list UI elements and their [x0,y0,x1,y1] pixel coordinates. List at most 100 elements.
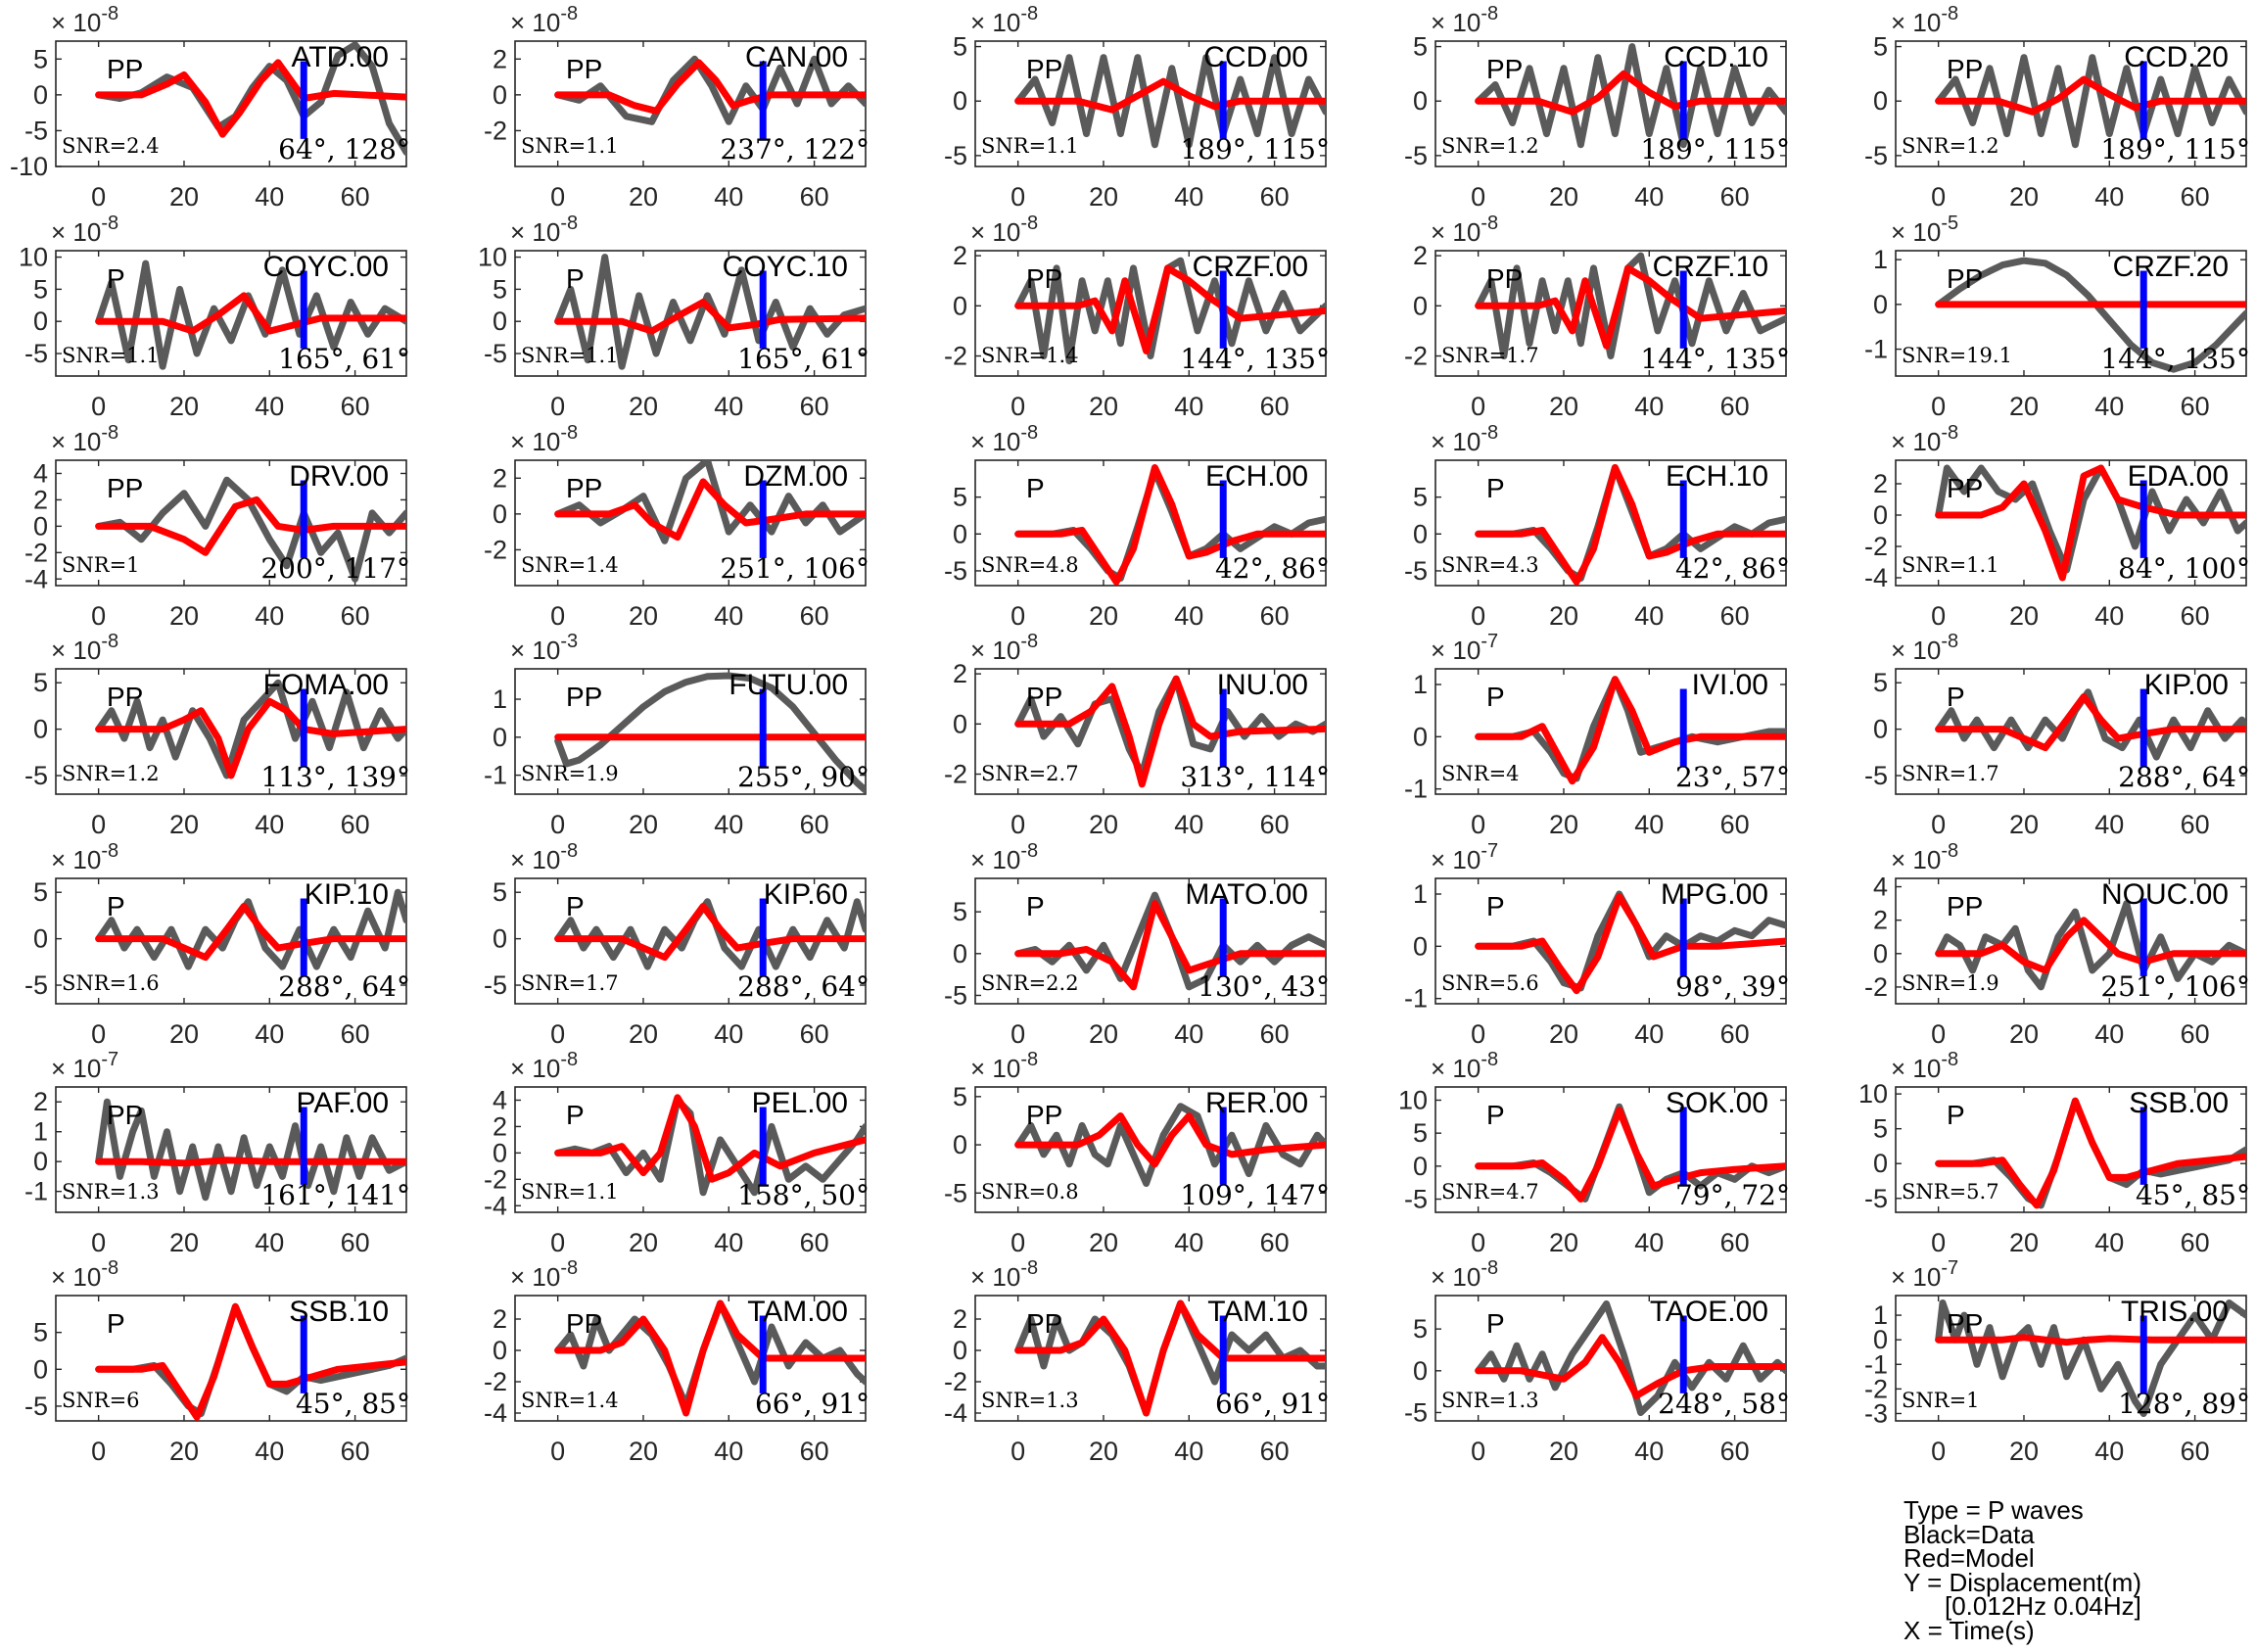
legend-model-color: Red=Model [1904,1543,2035,1573]
data-trace [1475,1300,1786,1416]
phase-label: PP [566,54,602,84]
x-tick-label: 20 [629,1228,658,1257]
x-tick-label: 20 [1089,601,1118,631]
y-tick-label: -5 [944,980,967,1010]
phase-label: PP [1026,54,1062,84]
x-tick-label: 20 [2009,1228,2039,1257]
station-label: PAF.00 [297,1087,390,1119]
x-tick-label: 0 [1931,601,1946,631]
x-tick-label: 20 [1089,182,1118,212]
axes-frame [1895,250,2247,377]
y-tick-label: -5 [24,339,48,368]
panel-ivi-00: 0 20 40 60 1 0 -1 × 10-7 P IVI.00 SNR=4 23°, 57° [1404,631,1790,839]
panel-ech-10: 0 20 40 60 5 0 -5 × 10-8 P ECH.10 SNR=4.3 42°, 86° [1404,422,1790,631]
x-tick-label: 20 [629,182,658,212]
y-tick-label: -1 [484,761,507,790]
station-label: TRIS.00 [2121,1296,2229,1328]
x-tick-label: 60 [2181,392,2210,421]
y-scale-exponent: × 10-8 [970,1257,1038,1292]
model-trace [1475,1107,1786,1203]
y-tick-label: -4 [484,1398,507,1428]
station-label: SOK.00 [1666,1087,1768,1119]
y-tick-label: 0 [33,924,48,954]
station-label: COYC.10 [723,251,848,283]
station-label: CRZF.00 [1193,251,1308,283]
model-trace [95,292,406,335]
x-tick-label: 40 [2094,1019,2124,1049]
x-tick-label: 0 [91,810,106,839]
x-tick-label: 0 [1471,1228,1485,1257]
y-tick-label: 1 [33,1117,48,1147]
snr-label: SNR=1.1 [62,344,160,367]
azimuth-takeoff-label: 128°, 89° [2118,1388,2250,1420]
snr-label: SNR=2.7 [981,762,1079,785]
x-tick-label: 60 [341,1019,370,1049]
x-tick-label: 0 [550,601,565,631]
model-trace [1935,464,2246,582]
station-label: DZM.00 [743,460,848,493]
y-tick-label: 0 [953,86,967,116]
y-scale-exponent: × 10-8 [510,3,578,37]
x-tick-label: 20 [629,601,658,631]
x-tick-label: 60 [1720,1437,1750,1466]
x-tick-label: 60 [1720,1228,1750,1257]
data-trace [1935,54,2246,149]
x-tick-label: 60 [2181,182,2210,212]
y-scale-exponent: × 10-8 [51,422,118,456]
y-tick-label: 0 [953,939,967,968]
azimuth-takeoff-label: 189°, 115° [1640,133,1790,165]
y-scale-exponent: × 10-8 [51,212,118,247]
azimuth-takeoff-label: 98°, 39° [1675,970,1790,1003]
azimuth-takeoff-label: 66°, 91° [1215,1388,1330,1420]
y-tick-label: 4 [493,1085,507,1114]
x-tick-label: 60 [341,182,370,212]
y-tick-label: 1 [1873,1300,1888,1330]
x-tick-label: 0 [91,1437,106,1466]
x-tick-label: 20 [2009,810,2039,839]
y-tick-label: 4 [1873,873,1888,902]
x-tick-label: 20 [629,810,658,839]
snr-label: SNR=6 [62,1389,140,1412]
data-trace [554,55,866,125]
x-tick-label: 60 [2181,601,2210,631]
snr-label: SNR=1.3 [981,1389,1079,1412]
y-scale-exponent: × 10-8 [51,840,118,874]
snr-label: SNR=1.4 [521,1389,619,1412]
y-tick-label: 5 [953,483,967,512]
azimuth-takeoff-label: 109°, 147° [1180,1179,1330,1211]
y-tick-label: -1 [24,1177,48,1206]
x-tick-label: 40 [1634,810,1664,839]
y-tick-label: -2 [484,1367,507,1396]
y-tick-label: -2 [944,1367,967,1396]
x-tick-label: 20 [629,392,658,421]
x-tick-label: 20 [1089,1228,1118,1257]
y-tick-label: 0 [493,80,507,110]
azimuth-takeoff-label: 144°, 135° [2100,343,2250,375]
y-tick-label: -2 [484,116,507,145]
snr-label: SNR=2.2 [981,971,1079,995]
x-tick-label: 20 [2009,182,2039,212]
x-tick-label: 40 [714,1019,743,1049]
x-tick-label: 60 [1720,810,1750,839]
y-tick-label: 1 [1413,670,1428,699]
y-tick-label: 0 [1413,1356,1428,1386]
y-scale-exponent: × 10-8 [510,1257,578,1292]
y-scale-exponent: × 10-8 [970,840,1038,874]
x-tick-label: 20 [169,1228,199,1257]
axes-frame [55,250,407,377]
azimuth-takeoff-label: 189°, 115° [2100,133,2250,165]
x-tick-label: 0 [550,810,565,839]
axes-frame [55,40,407,167]
x-tick-label: 60 [800,1019,829,1049]
legend-frequency-band: [0.012Hz 0.04Hz] [1945,1591,2141,1621]
y-tick-label: 5 [33,44,48,73]
y-tick-label: -5 [24,970,48,1000]
snr-label: SNR=1.7 [1902,762,1999,785]
x-tick-label: 60 [1260,182,1290,212]
y-scale-exponent: × 10-8 [1891,1049,1958,1083]
y-tick-label: -5 [484,970,507,1000]
y-tick-label: 10 [478,243,507,272]
x-tick-label: 20 [1549,1228,1578,1257]
